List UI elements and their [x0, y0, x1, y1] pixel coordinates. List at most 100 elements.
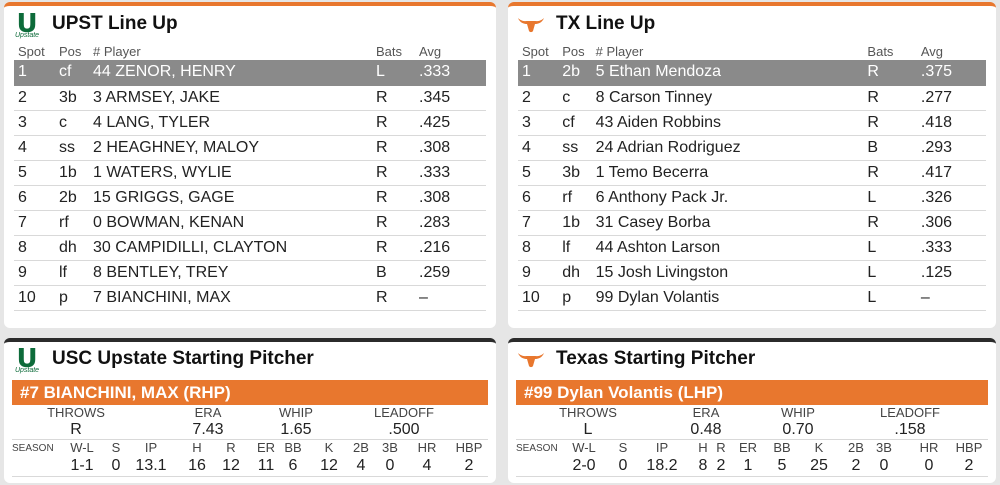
season-stat-value-3: 16 — [188, 457, 206, 474]
bats-cell: B — [867, 135, 921, 161]
player-cell: 8 BENTLEY, TREY — [93, 260, 376, 287]
player-cell: 99 Dylan Volantis — [595, 285, 868, 312]
season-stat-label-1: S — [111, 440, 121, 455]
pos-cell: lf — [59, 260, 93, 287]
table-row[interactable]: 6 2b 15 GRIGGS, GAGE R .308 — [14, 185, 486, 212]
avg-cell: .308 — [419, 185, 486, 212]
longhorn-logo-icon — [516, 9, 546, 39]
col-header-player: # Player — [93, 43, 141, 59]
bats-cell: R — [867, 110, 921, 136]
season-stat-label-9: 3B — [876, 440, 892, 455]
season-stat-label-8: 2B — [848, 440, 864, 455]
col-header-bats: Bats — [376, 43, 403, 59]
pos-cell: ss — [59, 135, 93, 161]
table-row[interactable]: 8 dh 30 CAMPIDILLI, CLAYTON R .216 — [14, 235, 486, 262]
upst-pitcher-card: U Upstate USC Upstate Starting Pitcher #7… — [4, 338, 496, 483]
table-row[interactable]: 10 p 7 BIANCHINI, MAX R – — [14, 285, 486, 312]
season-stat-value-5: 1 — [743, 457, 753, 474]
col-header-spot: Spot — [522, 43, 549, 59]
pos-cell: 1b — [562, 210, 596, 237]
pos-cell: c — [562, 85, 596, 111]
season-stat-label-7: K — [324, 440, 334, 455]
avg-cell: .375 — [920, 60, 986, 86]
table-header-row: Spot Pos # Player Bats Avg — [518, 42, 986, 60]
spot-cell: 3 — [14, 110, 59, 136]
table-row[interactable]: 10 p 99 Dylan Volantis L – — [518, 285, 986, 312]
bats-cell: R — [376, 135, 419, 161]
table-row[interactable]: 5 1b 1 WATERS, WYLIE R .333 — [14, 160, 486, 186]
avg-cell: .333 — [419, 60, 486, 86]
pos-cell: 3b — [59, 85, 93, 111]
spot-cell: 10 — [518, 285, 563, 312]
table-row[interactable]: 8 lf 44 Ashton Larson L .333 — [518, 235, 986, 262]
avg-cell: .345 — [419, 85, 486, 111]
season-stat-value-9: 0 — [879, 457, 889, 474]
bats-cell: R — [376, 85, 419, 111]
bats-cell: R — [867, 60, 921, 86]
season-stat-value-2: 18.2 — [646, 457, 678, 474]
avg-cell: .293 — [920, 135, 986, 161]
col-header-avg: Avg — [419, 43, 442, 59]
bats-cell: R — [376, 185, 419, 212]
table-row[interactable]: 4 ss 24 Adrian Rodriguez B .293 — [518, 135, 986, 161]
table-row[interactable]: 6 rf 6 Anthony Pack Jr. L .326 — [518, 185, 986, 212]
stat-value-3: .158 — [894, 421, 926, 438]
season-stat-value-3: 8 — [698, 457, 708, 474]
spot-cell: 5 — [518, 160, 563, 186]
table-row[interactable]: 5 3b 1 Temo Becerra R .417 — [518, 160, 986, 186]
table-row[interactable]: 9 lf 8 BENTLEY, TREY B .259 — [14, 260, 486, 287]
season-stat-value-6: 5 — [777, 457, 787, 474]
pitcher-season-labels: SEASON W-L S IP H R ER BB K 2B 3B HR HBP — [12, 440, 488, 457]
season-stat-value-7: 12 — [320, 457, 338, 474]
table-row[interactable]: 3 cf 43 Aiden Robbins R .418 — [518, 110, 986, 136]
stat-label-3: LEADOFF — [374, 405, 434, 420]
avg-cell: .326 — [920, 185, 986, 212]
table-row[interactable]: 1 2b 5 Ethan Mendoza R .375 — [518, 60, 986, 86]
bats-cell: R — [376, 235, 419, 262]
season-stat-value-11: 2 — [964, 457, 974, 474]
player-cell: 6 Anthony Pack Jr. — [595, 185, 868, 212]
bats-cell: R — [867, 210, 921, 237]
spot-cell: 3 — [518, 110, 563, 136]
stat-label-2: WHIP — [279, 405, 313, 420]
upst-lineup-title: UPST Line Up — [52, 13, 178, 34]
player-cell: 1 Temo Becerra — [595, 160, 868, 186]
pitcher-season-labels: SEASON W-L S IP H R ER BB K 2B 3B HR HBP — [516, 440, 988, 457]
season-label: SEASON — [516, 443, 558, 454]
bats-cell: B — [376, 260, 419, 287]
pos-cell: 1b — [59, 160, 93, 186]
player-cell: 15 Josh Livingston — [595, 260, 868, 287]
bats-cell: R — [376, 160, 419, 186]
season-label: SEASON — [12, 443, 54, 454]
spot-cell: 1 — [518, 60, 563, 86]
season-stat-value-1: 0 — [111, 457, 121, 474]
table-row[interactable]: 4 ss 2 HEAGHNEY, MALOY R .308 — [14, 135, 486, 161]
season-stat-label-1: S — [618, 440, 628, 455]
season-stat-label-5: ER — [256, 440, 276, 455]
stat-label-1: ERA — [194, 405, 222, 420]
pos-cell: cf — [59, 60, 93, 86]
table-row[interactable]: 7 1b 31 Casey Borba R .306 — [518, 210, 986, 237]
col-header-bats: Bats — [867, 43, 894, 59]
season-stat-label-3: H — [698, 440, 708, 455]
table-row[interactable]: 9 dh 15 Josh Livingston L .125 — [518, 260, 986, 287]
avg-cell: .259 — [419, 260, 486, 287]
bats-cell: L — [867, 235, 921, 262]
season-stat-label-6: BB — [773, 440, 791, 455]
pos-cell: ss — [562, 135, 596, 161]
season-stat-value-10: 0 — [924, 457, 934, 474]
upst-lineup-table: Spot Pos # Player Bats Avg 1 cf 44 ZENOR, … — [14, 42, 486, 312]
table-row[interactable]: 1 cf 44 ZENOR, HENRY L .333 — [14, 60, 486, 86]
pitcher-top-labels: THROWS ERA WHIP LEADOFF — [12, 405, 488, 421]
table-row[interactable]: 7 rf 0 BOWMAN, KENAN R .283 — [14, 210, 486, 237]
stat-value-0: L — [583, 421, 593, 438]
tx-pitcher-card: Texas Starting Pitcher #99 Dylan Volanti… — [508, 338, 996, 483]
pos-cell: 3b — [562, 160, 596, 186]
pitcher-top-values: R 7.43 1.65 .500 — [12, 421, 488, 440]
stat-value-0: R — [70, 421, 82, 438]
season-stat-label-9: 3B — [382, 440, 398, 455]
table-row[interactable]: 2 3b 3 ARMSEY, JAKE R .345 — [14, 85, 486, 111]
